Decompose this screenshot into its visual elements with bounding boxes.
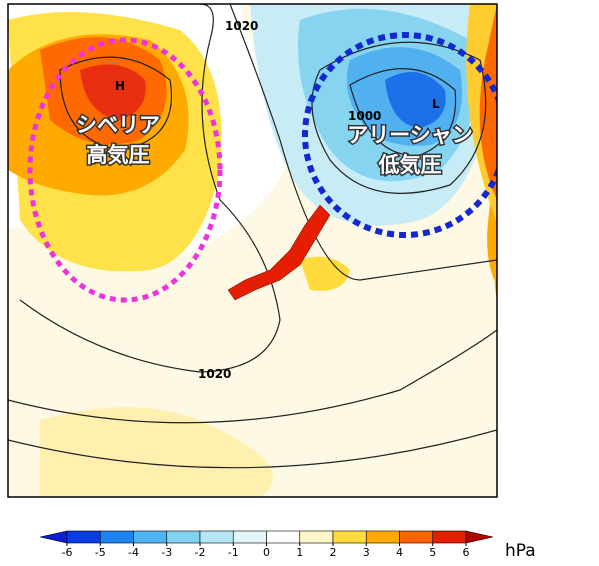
- japan: [227, 204, 331, 301]
- colorbar-tick-label: 6: [463, 546, 470, 559]
- colorbar-tick-label: -6: [62, 546, 73, 559]
- colorbar-segment: [99, 530, 134, 544]
- colorbar-segment: [332, 530, 367, 544]
- colorbar-segment: [133, 530, 168, 544]
- colorbar-tick-label: 3: [363, 546, 370, 559]
- colorbar-tick-label: 5: [429, 546, 436, 559]
- colorbar-segment: [399, 530, 434, 544]
- colorbar-segment: [166, 530, 201, 544]
- low-center: L: [432, 97, 440, 111]
- colorbar-extend-low: [39, 530, 68, 544]
- isobar-label: 1020: [198, 367, 231, 381]
- colorbar-segment: [365, 530, 400, 544]
- colorbar-tick-label: -1: [228, 546, 239, 559]
- positive-anomaly: [40, 407, 274, 497]
- positive-anomaly: [497, 4, 520, 280]
- colorbar-tick-label: -5: [95, 546, 106, 559]
- aleutian-low-outline: [302, 32, 497, 238]
- colorbar-segment: [66, 530, 101, 544]
- aleutian-low-label: アリーシャン: [347, 123, 473, 147]
- siberian-high-label: シベリア: [76, 113, 160, 137]
- colorbar-segment: [232, 530, 267, 544]
- colorbar-tick-label: 4: [396, 546, 403, 559]
- colorbar-tick-label: -4: [128, 546, 139, 559]
- colorbar: -6 -5 -4 -3 -2 -1 0 1 2 3 4 5 6 hPa: [39, 530, 536, 561]
- colorbar-extend-high: [465, 530, 494, 544]
- siberian-high-outline: [27, 37, 223, 303]
- positive-anomaly: [479, 4, 497, 200]
- aleutian-low-label: 低気圧: [378, 153, 442, 177]
- colorbar-tick-label: -3: [161, 546, 172, 559]
- colorbar-segment: [299, 530, 334, 544]
- positive-anomaly: [300, 256, 350, 291]
- colorbar-unit: hPa: [505, 541, 536, 561]
- siberian-high-label: 高気圧: [87, 143, 150, 167]
- colorbar-tick-label: 0: [263, 546, 270, 559]
- isobar-label: 1020: [225, 19, 258, 33]
- colorbar-tick-label: -2: [195, 546, 206, 559]
- map-frame: [7, 3, 498, 498]
- negative-anomaly: [385, 72, 446, 128]
- map: H L 1020 1000 1020 シベリア 高気圧 アリーシャン 低気圧: [8, 4, 520, 497]
- positive-anomaly: [80, 64, 146, 120]
- colorbar-tick-label: 1: [296, 546, 303, 559]
- isobar-label: 1000: [348, 109, 381, 123]
- colorbar-tick-label: 2: [330, 546, 337, 559]
- high-center: H: [115, 79, 125, 93]
- colorbar-segment: [199, 530, 234, 544]
- colorbar-segment: [432, 530, 467, 544]
- colorbar-segment: [266, 530, 301, 544]
